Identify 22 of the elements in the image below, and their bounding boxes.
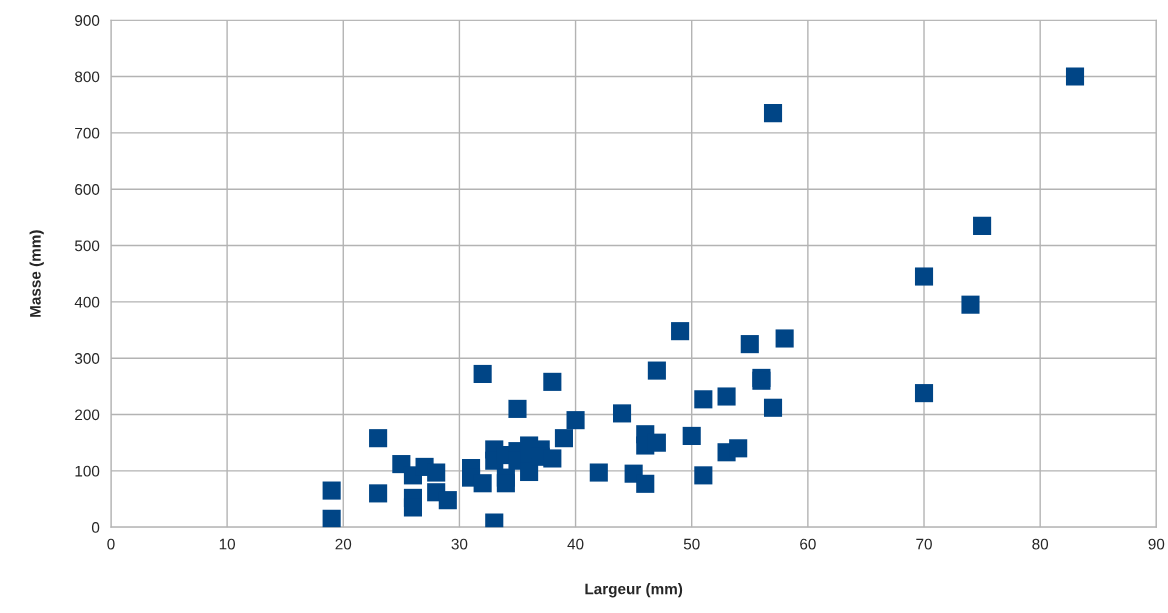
y-tick-label: 500 [74,240,100,252]
x-tick-label: 20 [335,538,352,550]
x-axis-title: Largeur (mm) [585,583,683,598]
y-tick-label: 300 [74,353,100,364]
x-tick-label: 80 [1032,538,1049,550]
y-tick-label: 900 [75,15,100,26]
y-tick-label: 400 [74,296,100,308]
y-tick-label: 200 [75,409,100,421]
y-tick-label: 600 [75,184,100,195]
x-tick-label: 10 [219,538,236,550]
y-tick-label: 700 [75,127,100,139]
x-tick-label: 70 [916,538,932,550]
x-tick-label: 50 [683,538,700,550]
y-tick-label: 100 [75,465,100,477]
x-tick-label: 40 [567,538,584,550]
y-axis-title: Masse (mm) [29,230,44,317]
y-tick-label: 800 [75,71,100,83]
x-tick-label: 90 [1148,538,1165,550]
x-tick-label: 60 [800,538,816,550]
x-tick-label: 0 [107,538,115,550]
x-tick-label: 30 [451,538,468,550]
y-tick-label: 0 [91,522,100,533]
